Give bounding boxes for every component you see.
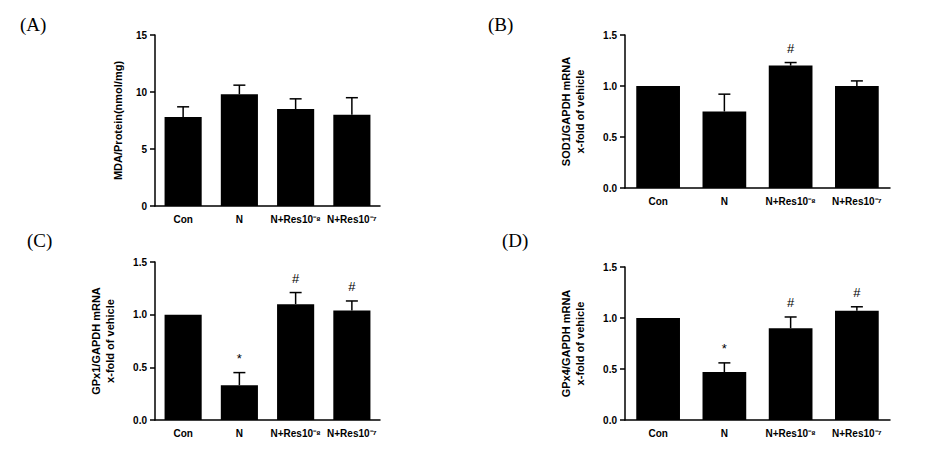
- svg-text:N: N: [236, 214, 243, 225]
- svg-text:5: 5: [141, 144, 147, 155]
- svg-text:N+Res10⁻⁸: N+Res10⁻⁸: [270, 214, 321, 225]
- svg-text:GPx4/GAPDH mRNA: GPx4/GAPDH mRNA: [560, 290, 572, 398]
- svg-text:(C): (C): [27, 230, 52, 252]
- svg-text:Con: Con: [648, 428, 667, 439]
- svg-text:0.0: 0.0: [603, 183, 617, 194]
- svg-text:1.5: 1.5: [133, 257, 147, 268]
- svg-text:GPx1/GAPDH mRNA: GPx1/GAPDH mRNA: [90, 287, 102, 395]
- svg-text:Con: Con: [173, 214, 192, 225]
- svg-text:1.5: 1.5: [603, 30, 617, 41]
- svg-text:x-fold of vehicle: x-fold of vehicle: [574, 302, 586, 386]
- svg-text:N+Res10⁻⁸: N+Res10⁻⁸: [765, 196, 816, 207]
- svg-text:N+Res10⁻⁷: N+Res10⁻⁷: [327, 214, 377, 225]
- svg-text:N: N: [721, 196, 728, 207]
- svg-text:MDA/Protein(nmol/mg): MDA/Protein(nmol/mg): [112, 61, 124, 180]
- svg-text:x-fold of vehicle: x-fold of vehicle: [574, 70, 586, 154]
- svg-text:0.5: 0.5: [133, 362, 147, 373]
- svg-text:0.0: 0.0: [133, 415, 147, 426]
- svg-text:0.5: 0.5: [603, 364, 617, 375]
- svg-text:#: #: [787, 41, 795, 56]
- svg-text:0.0: 0.0: [603, 415, 617, 426]
- svg-text:#: #: [292, 271, 300, 286]
- svg-text:#: #: [853, 285, 861, 300]
- svg-text:N: N: [721, 428, 728, 439]
- svg-text:Con: Con: [648, 196, 667, 207]
- svg-text:#: #: [348, 279, 356, 294]
- svg-text:(A): (A): [20, 14, 46, 36]
- svg-text:(B): (B): [488, 14, 513, 36]
- svg-text:Con: Con: [173, 428, 192, 439]
- svg-text:1.0: 1.0: [603, 313, 617, 324]
- svg-text:0: 0: [141, 201, 147, 212]
- svg-text:N+Res10⁻⁸: N+Res10⁻⁸: [270, 428, 321, 439]
- svg-text:x-fold of vehicle: x-fold of vehicle: [104, 299, 116, 383]
- svg-text:*: *: [237, 351, 242, 366]
- svg-text:1.0: 1.0: [133, 309, 147, 320]
- svg-text:*: *: [722, 341, 727, 356]
- svg-text:10: 10: [136, 87, 148, 98]
- svg-text:0.5: 0.5: [603, 132, 617, 143]
- svg-text:N+Res10⁻⁷: N+Res10⁻⁷: [327, 428, 377, 439]
- svg-text:SOD1/GAPDH mRNA: SOD1/GAPDH mRNA: [560, 57, 572, 166]
- svg-text:1.0: 1.0: [603, 81, 617, 92]
- svg-text:N+Res10⁻⁷: N+Res10⁻⁷: [832, 428, 882, 439]
- svg-text:1.5: 1.5: [603, 262, 617, 273]
- svg-text:#: #: [787, 295, 795, 310]
- svg-text:15: 15: [136, 30, 148, 41]
- svg-text:N+Res10⁻⁷: N+Res10⁻⁷: [832, 196, 882, 207]
- svg-text:N+Res10⁻⁸: N+Res10⁻⁸: [765, 428, 816, 439]
- svg-text:N: N: [236, 428, 243, 439]
- svg-text:(D): (D): [502, 230, 528, 252]
